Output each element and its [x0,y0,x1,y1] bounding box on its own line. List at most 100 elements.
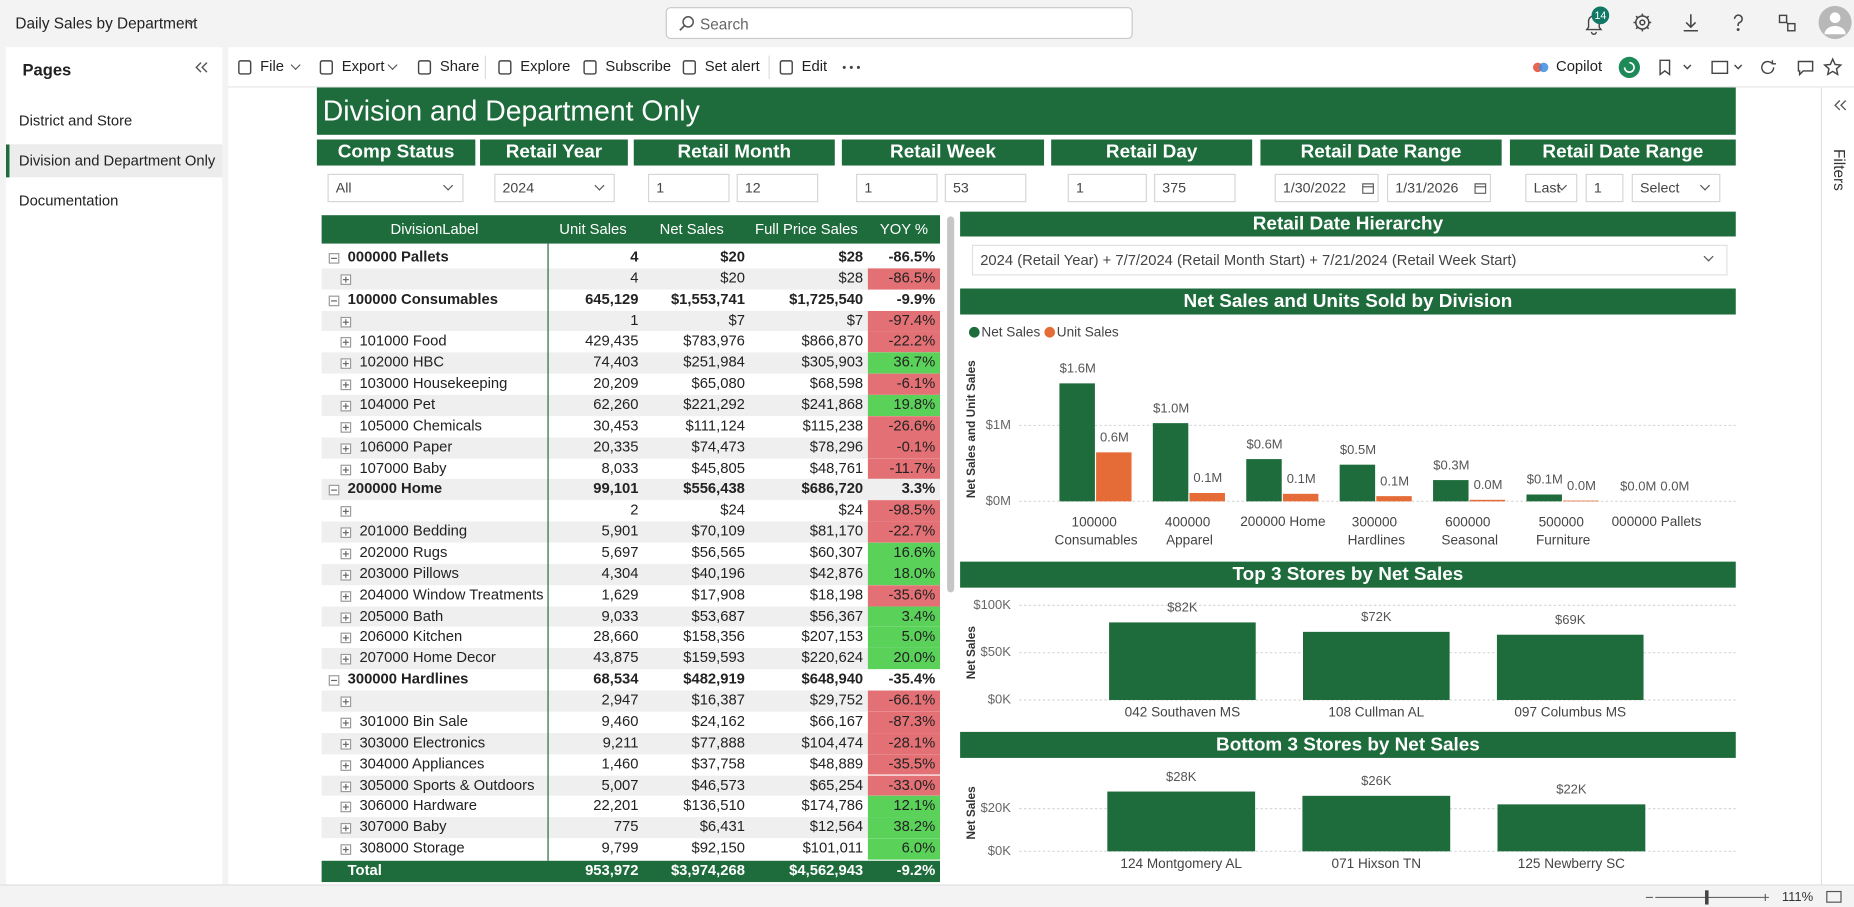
expand-toggle[interactable] [340,527,352,539]
share-icon[interactable] [1778,14,1796,32]
division-row[interactable]: 100000 Consumables 645,129 $1,553,741 $1,72… [321,289,941,311]
department-row[interactable]: 102000 HBC 74,403 $251,984 $305,903 36.7% [321,352,941,374]
page-tab[interactable]: Documentation [18,192,119,210]
reload-icon[interactable] [1761,60,1776,75]
expand-toggle[interactable] [340,590,352,602]
expand-toggle[interactable] [340,844,352,855]
toolbar-button[interactable]: Subscribe [605,57,672,75]
collapse-toggle[interactable] [328,675,340,687]
expand-toggle[interactable] [340,823,352,834]
division-row[interactable]: 300000 Hardlines 68,534 $482,919 $648,940 -3… [321,669,941,691]
download-icon[interactable] [1683,14,1698,32]
slicer-input[interactable]: 1 [1067,173,1147,203]
division-row[interactable]: 200000 Home 99,101 $556,438 $686,720 3.3% [321,479,941,501]
view-icon[interactable] [1711,60,1743,75]
expand-toggle[interactable] [340,506,352,518]
collapse-pages[interactable] [194,60,211,74]
department-row[interactable]: 104000 Pet 62,260 $221,292 $241,868 19.8% [321,394,941,417]
department-row[interactable]: 203000 Pillows 4,304 $40,196 $42,876 18.0% [321,563,941,585]
report-name[interactable]: Daily Sales by Department [15,14,198,32]
toolbar-button[interactable]: Copilot [1556,57,1603,75]
collapse-toggle[interactable] [328,253,340,264]
department-row[interactable]: 204000 Window Treatments 1,629 $17,908 $18,… [321,584,941,607]
expand-toggle[interactable] [340,400,352,412]
expand-toggle[interactable] [340,358,352,370]
toolbar-button[interactable]: Set alert [704,57,760,75]
department-row[interactable]: 201000 Bedding 5,901 $70,109 $81,170 -22.7% [321,521,941,543]
comment-icon[interactable] [1797,60,1814,77]
toolbar-button[interactable]: Export [341,57,385,75]
table-scrollbar[interactable] [947,216,955,593]
help-icon[interactable] [1733,14,1743,32]
slicer-input[interactable]: 1 [647,173,730,203]
slicer-dropdown[interactable]: All [327,173,464,203]
expand-toggle[interactable] [340,738,352,750]
expand-toggle[interactable] [340,759,352,771]
zoom-slider[interactable] [1644,889,1774,906]
department-row[interactable]: 2 $24 $24 -98.5% [321,500,941,522]
department-row[interactable]: 207000 Home Decor 43,875 $159,593 $220,624 2… [321,648,941,670]
department-row[interactable]: 206000 Kitchen 28,660 $158,356 $207,153 5.0% [321,627,941,649]
expand-toggle[interactable] [340,274,352,285]
department-row[interactable]: 304000 Appliances 1,460 $37,758 $48,889 -35.… [321,753,941,776]
expand-toggle[interactable] [340,379,352,391]
refresh-visual[interactable] [1618,56,1640,79]
page-tab[interactable]: Division and Department Only [5,144,223,178]
toolbar-button[interactable]: File [260,57,284,75]
page-tab[interactable]: District and Store [18,112,133,129]
slicer-input[interactable]: 1 [1585,173,1624,203]
department-row[interactable]: 307000 Baby 775 $6,431 $12,564 38.2% [321,817,941,839]
department-row[interactable]: 4 $20 $28 -86.5% [321,268,941,290]
department-row[interactable]: 103000 Housekeeping 20,209 $65,080 $68,598-… [321,373,941,395]
department-row[interactable]: 308000 Storage 9,799 $92,150 $101,011 6.0% [321,838,941,860]
department-row[interactable]: 301000 Bin Sale 9,460 $24,162 $66,167 -87.3% [321,711,941,733]
slicer-input[interactable]: 375 [1154,173,1236,203]
toolbar-button[interactable]: Edit [801,57,828,75]
expand-toggle[interactable] [340,780,352,792]
department-row[interactable]: 106000 Paper 20,335 $74,473 $78,296 -0.1% [321,437,941,459]
expand-toggle[interactable] [340,802,352,813]
slicer-input[interactable]: 53 [944,173,1027,203]
department-row[interactable]: 205000 Bath 9,033 $53,687 $56,367 3.4% [321,606,941,628]
favorite-icon[interactable] [1823,57,1843,76]
slicer-dropdown[interactable]: Last [1525,173,1578,203]
settings-icon[interactable] [1633,13,1652,32]
department-row[interactable]: 105000 Chemicals 30,453 $111,124 $115,238 -2… [321,416,941,438]
expand-toggle[interactable] [340,548,352,560]
expand-toggle[interactable] [340,696,352,708]
expand-toggle[interactable] [340,443,352,454]
hierarchy-dropdown[interactable]: 2024 (Retail Year) + 7/7/2024 (Retail Mo… [971,244,1728,276]
expand-toggle[interactable] [340,421,352,433]
bookmark-icon[interactable] [1659,59,1692,76]
expand-toggle[interactable] [340,569,352,581]
slicer-input[interactable]: 1/30/2022 [1274,173,1379,203]
expand-toggle[interactable] [340,633,352,644]
slicer-input[interactable]: 12 [736,173,819,203]
menu-chevron[interactable] [387,60,398,71]
slicer-dropdown[interactable]: Select [1631,173,1721,203]
division-row[interactable]: 000000 Pallets 4 $20 $28 -86.5% [321,247,941,269]
collapse-toggle[interactable] [328,485,340,496]
menu-chevron[interactable] [290,60,301,71]
expand-toggle[interactable] [340,337,352,349]
slicer-input[interactable]: 1/31/2026 [1386,173,1492,203]
department-row[interactable]: 202000 Rugs 5,697 $56,565 $60,307 16.6% [321,542,941,564]
expand-toggle[interactable] [340,464,352,475]
slicer-dropdown[interactable]: 2024 [494,173,615,203]
department-row[interactable]: 107000 Baby 8,033 $45,805 $48,761 -11.7% [321,458,941,480]
department-row[interactable]: 306000 Hardware 22,201 $136,510 $174,786 12.… [321,796,941,818]
department-row[interactable]: 2,947 $16,387 $29,752 -66.1% [321,690,941,712]
toolbar-button[interactable]: Share [439,57,480,75]
collapse-toggle[interactable] [328,295,340,306]
slicer-input[interactable]: 1 [856,173,938,203]
search-box[interactable]: Search [665,7,1133,40]
department-row[interactable]: 1 $7 $7 -97.4% [321,310,941,332]
expand-toggle[interactable] [340,717,352,729]
filters-label[interactable]: Filters [1830,148,1849,191]
expand-toggle[interactable] [340,316,352,328]
expand-toggle[interactable] [340,612,352,623]
toolbar-button[interactable]: Explore [520,57,571,75]
more-options[interactable] [840,59,864,76]
zoom-level[interactable]: 111% [1781,890,1814,905]
department-row[interactable]: 101000 Food 429,435 $783,976 $866,870 -22.2% [321,331,941,353]
